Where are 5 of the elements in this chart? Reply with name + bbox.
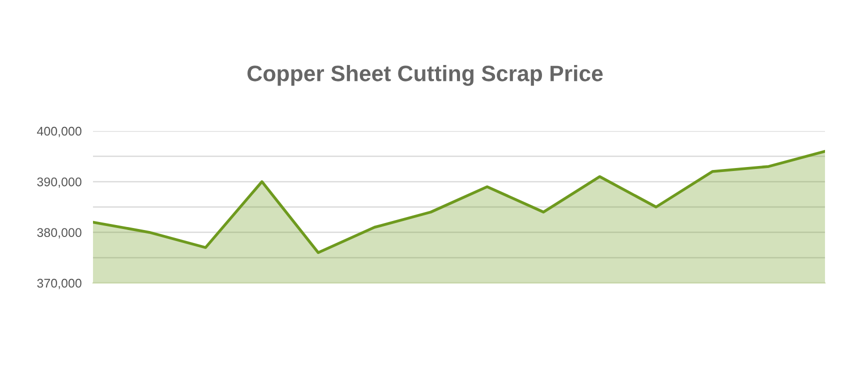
y-tick-label: 380,000 <box>37 228 82 238</box>
y-tick-label: 390,000 <box>37 177 82 188</box>
chart-title: Copper Sheet Cutting Scrap Price <box>247 65 603 86</box>
y-tick-label: 370,000 <box>37 278 82 290</box>
y-tick-label: 400,000 <box>36 126 82 138</box>
